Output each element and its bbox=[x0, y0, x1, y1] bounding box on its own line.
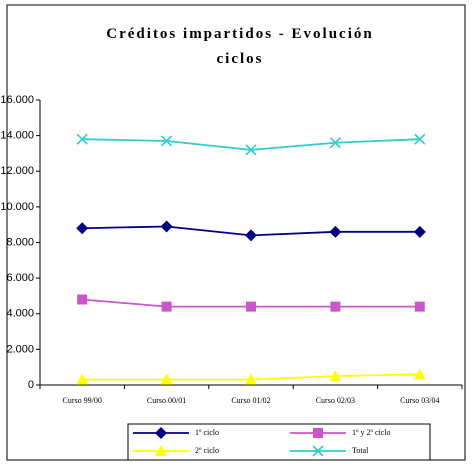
marker bbox=[77, 294, 88, 305]
legend-label: 1º y 2º ciclo bbox=[352, 428, 391, 437]
legend-label: Total bbox=[352, 446, 369, 455]
marker bbox=[161, 301, 172, 312]
marker bbox=[160, 220, 173, 233]
y-tick-label: 10.000 bbox=[0, 201, 34, 213]
y-tick-label: 4.000 bbox=[6, 308, 34, 320]
marker bbox=[246, 301, 256, 312]
marker bbox=[76, 373, 89, 385]
marker bbox=[329, 137, 341, 149]
marker bbox=[413, 368, 426, 380]
x-tick-label: Curso 03/04 bbox=[400, 396, 439, 405]
marker bbox=[329, 225, 342, 238]
marker bbox=[413, 225, 426, 238]
marker bbox=[76, 222, 89, 235]
y-tick-label: 0 bbox=[28, 379, 34, 391]
marker bbox=[313, 428, 323, 438]
marker bbox=[414, 301, 425, 312]
marker bbox=[330, 301, 341, 312]
marker bbox=[312, 445, 324, 457]
y-tick-label: 12.000 bbox=[0, 165, 34, 177]
marker bbox=[414, 133, 426, 145]
y-tick-label: 6.000 bbox=[6, 272, 34, 284]
x-tick-label: Curso 00/01 bbox=[147, 396, 186, 405]
y-tick-label: 8.000 bbox=[6, 236, 34, 248]
x-tick-label: Curso 99/00 bbox=[63, 396, 102, 405]
legend-label: 2º ciclo bbox=[195, 446, 219, 455]
y-tick-label: 14.000 bbox=[0, 130, 34, 142]
x-tick-label: Curso 01/02 bbox=[231, 396, 270, 405]
legend-label: 1º ciclo bbox=[195, 428, 219, 437]
marker bbox=[160, 373, 173, 385]
marker bbox=[245, 144, 257, 156]
chart-title: Créditos impartidos - Evolución ciclos bbox=[106, 26, 374, 67]
marker bbox=[245, 373, 257, 385]
marker bbox=[155, 445, 167, 456]
marker bbox=[76, 133, 88, 145]
marker bbox=[245, 229, 257, 242]
y-tick-label: 2.000 bbox=[6, 343, 34, 355]
x-tick-label: Curso 02/03 bbox=[316, 396, 355, 405]
marker bbox=[329, 370, 342, 382]
marker bbox=[161, 135, 173, 147]
y-tick-label: 16.000 bbox=[0, 94, 34, 106]
marker bbox=[155, 427, 167, 439]
legend-box bbox=[127, 423, 431, 461]
